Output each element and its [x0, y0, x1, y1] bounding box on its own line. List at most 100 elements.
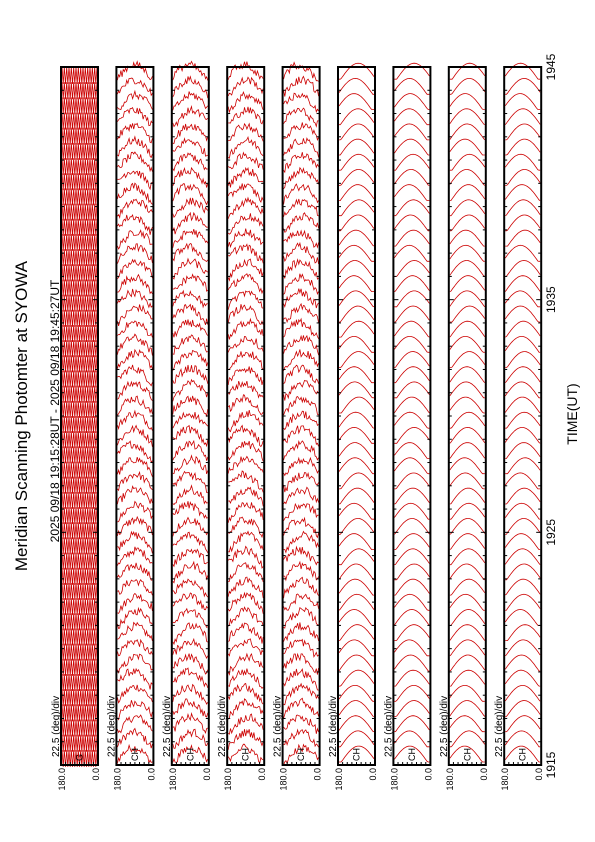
- panel-8-trace-44: [449, 93, 485, 110]
- panel-6-trace-22: [338, 426, 374, 444]
- panel-8-traces: [449, 62, 486, 763]
- panel-7-trace-46: [394, 62, 430, 80]
- panel-8-trace-33: [449, 260, 485, 277]
- panel-4-trace-13: [228, 562, 264, 583]
- panel-3-trace-3: [172, 712, 209, 734]
- panel-8-trace-39: [449, 169, 486, 186]
- panel-2-trace-8: [117, 638, 153, 657]
- panel-8-trace-29: [449, 320, 486, 338]
- panel-2-trace-17: [117, 500, 153, 523]
- panel-6-trace-16: [339, 518, 375, 535]
- panel-4-trace-4: [227, 698, 264, 720]
- panel-6-trace-33: [338, 260, 374, 277]
- panel-6-trace-12: [338, 578, 374, 596]
- panel-7-trace-3: [394, 715, 430, 733]
- panel-3-channel-label: CH: [185, 748, 195, 761]
- panel-4-trace-42: [228, 122, 264, 142]
- panel-8-trace-21: [449, 442, 486, 459]
- panel-6-trace-20: [338, 457, 374, 475]
- panel-7-trace-45: [394, 77, 430, 95]
- panel-1-trace-40: [61, 158, 98, 176]
- panel-1-trace-22: [61, 431, 98, 449]
- panel-3-trace-7: [172, 653, 209, 675]
- panel-4-trace-12: [227, 576, 264, 599]
- panel-7-trace-9: [394, 624, 430, 641]
- panel-5-trace-21: [283, 440, 319, 461]
- panel-1-traces: [61, 66, 98, 767]
- panel-2: 180.0 0.0 CH 22.5 (deg)/div: [106, 60, 156, 791]
- panel-3-trace-46: [172, 60, 209, 81]
- panel-4-trace-21: [227, 440, 264, 462]
- panel-9-frame: [503, 66, 543, 766]
- panel-2-trace-4: [117, 700, 153, 721]
- panel-4-trace-46: [227, 61, 264, 80]
- panel-9-traces: [504, 62, 541, 763]
- x-tick-label-1925: 1925: [544, 519, 558, 546]
- panel-2-trace-9: [117, 621, 153, 641]
- panel-3-trace-8: [172, 637, 209, 660]
- panel-6-trace-25: [338, 381, 374, 399]
- panel-7-trace-14: [394, 548, 430, 566]
- panel-8-trace-28: [449, 336, 485, 353]
- x-tick-label-1945: 1945: [544, 53, 558, 80]
- panel-9-trace-38: [504, 184, 541, 201]
- panel-8-trace-5: [449, 685, 485, 702]
- panel-7-trace-23: [394, 411, 430, 429]
- panel-7-trace-7: [394, 654, 430, 672]
- panel-1-trace-28: [61, 340, 98, 358]
- panel-6-trace-28: [338, 336, 374, 353]
- panel-1-trace-9: [61, 628, 98, 646]
- panel-7-trace-11: [394, 593, 430, 611]
- panel-9-trace-23: [505, 411, 541, 429]
- panel-2-trace-1: [117, 743, 153, 765]
- panel-4-trace-30: [227, 304, 264, 325]
- panel-3-trace-20: [172, 454, 209, 475]
- panel-2-trace-33: [117, 258, 153, 279]
- panel-3-trace-15: [172, 531, 209, 553]
- panel-7-trace-22: [394, 426, 430, 444]
- panel-9-trace-18: [505, 487, 541, 505]
- panel-8-ytick-bottom: 0.0: [479, 768, 489, 781]
- panel-1-trace-45: [61, 82, 98, 100]
- panel-7-ytick-top: 180.0: [389, 768, 399, 791]
- panel-9-trace-28: [504, 336, 541, 353]
- panel-8-frame: [447, 66, 487, 766]
- panel-4-trace-27: [228, 351, 264, 371]
- panel-5-trace-42: [283, 122, 319, 141]
- panel-6-trace-6: [339, 669, 375, 687]
- panel-9-trace-12: [504, 578, 541, 596]
- panel-5-trace-36: [283, 212, 319, 233]
- panel-9-trace-19: [504, 472, 541, 490]
- panel-5-trace-15: [283, 530, 319, 554]
- panel-group: 180.0 0.0 G 22.5 (deg)/div 180.0 0.0 CH 22.5 (d…: [51, 60, 544, 791]
- panel-8-trace-6: [449, 669, 486, 687]
- panel-3-scale-label: 22.5 (deg)/div: [162, 696, 173, 757]
- panel-5-trace-31: [283, 288, 319, 309]
- panel-3-trace-1: [172, 744, 209, 763]
- x-tick-label-1935: 1935: [544, 286, 558, 313]
- panel-5-trace-46: [283, 61, 319, 82]
- panel-5-traces: [283, 61, 319, 766]
- panel-3: 180.0 0.0 CH 22.5 (deg)/div: [162, 60, 212, 791]
- panel-3-trace-45: [172, 75, 209, 99]
- panel-3-trace-6: [172, 667, 209, 689]
- panel-1-trace-15: [61, 537, 98, 555]
- panel-8-trace-2: [449, 730, 486, 748]
- panel-3-trace-22: [172, 424, 209, 448]
- panel-5-trace-12: [283, 576, 319, 599]
- panel-1-trace-36: [61, 218, 98, 236]
- panel-9-trace-22: [504, 427, 541, 444]
- panel-3-trace-23: [172, 411, 209, 429]
- panel-9-trace-3: [505, 715, 541, 733]
- panel-4-trace-15: [228, 530, 264, 553]
- panel-4-trace-26: [227, 366, 264, 385]
- panel-7-trace-17: [394, 502, 430, 520]
- panel-5-ticks: [282, 66, 320, 766]
- panel-3-trace-18: [172, 484, 208, 506]
- panel-2-trace-41: [117, 135, 153, 159]
- panel-7-trace-37: [394, 199, 430, 217]
- panel-7-trace-34: [394, 244, 430, 262]
- chart-title: Meridian Scanning Photomter at SYOWA: [12, 260, 31, 571]
- panel-8-trace-14: [449, 548, 486, 566]
- panel-3-trace-26: [172, 364, 209, 384]
